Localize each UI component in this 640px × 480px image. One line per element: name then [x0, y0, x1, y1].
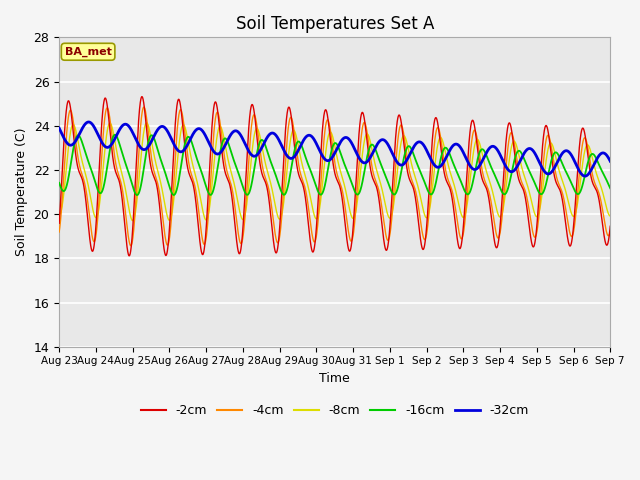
- -2cm: [173, 99, 181, 105]
- -2cm: [138, 94, 146, 99]
- -16cm: [111, 132, 119, 138]
- Y-axis label: Soil Temperature (C): Soil Temperature (C): [15, 128, 28, 256]
- Line: -4cm: -4cm: [59, 107, 611, 246]
- -32cm: [209, 148, 217, 154]
- Line: -2cm: -2cm: [59, 96, 611, 256]
- -2cm: [125, 253, 133, 259]
- -4cm: [554, 180, 562, 185]
- -32cm: [581, 173, 589, 179]
- -16cm: [606, 185, 614, 191]
- -8cm: [399, 135, 406, 141]
- -4cm: [55, 229, 63, 235]
- -4cm: [140, 104, 148, 110]
- -32cm: [85, 119, 93, 125]
- -32cm: [398, 162, 406, 168]
- -4cm: [606, 229, 614, 235]
- -32cm: [388, 151, 396, 156]
- -4cm: [399, 124, 406, 130]
- -2cm: [606, 225, 614, 231]
- -4cm: [173, 123, 181, 129]
- -32cm: [607, 158, 614, 164]
- -2cm: [55, 220, 63, 226]
- -8cm: [173, 157, 181, 163]
- -8cm: [389, 208, 397, 214]
- -8cm: [209, 168, 217, 173]
- -8cm: [554, 164, 562, 170]
- -32cm: [173, 147, 181, 153]
- -2cm: [399, 127, 406, 133]
- -2cm: [389, 181, 397, 187]
- X-axis label: Time: Time: [319, 372, 350, 385]
- -32cm: [606, 158, 614, 164]
- -8cm: [607, 213, 614, 219]
- -4cm: [209, 136, 217, 142]
- Line: -32cm: -32cm: [59, 122, 611, 176]
- Line: -16cm: -16cm: [59, 135, 611, 195]
- -4cm: [127, 243, 134, 249]
- -4cm: [607, 228, 614, 234]
- -8cm: [143, 120, 150, 126]
- -16cm: [389, 191, 397, 196]
- -16cm: [554, 152, 562, 157]
- Legend: -2cm, -4cm, -8cm, -16cm, -32cm: -2cm, -4cm, -8cm, -16cm, -32cm: [136, 399, 534, 422]
- Line: -8cm: -8cm: [59, 123, 611, 221]
- -16cm: [209, 187, 217, 193]
- -16cm: [55, 180, 63, 186]
- -8cm: [606, 213, 614, 219]
- -32cm: [554, 158, 562, 164]
- -2cm: [607, 223, 614, 229]
- -16cm: [607, 185, 614, 191]
- -8cm: [129, 218, 136, 224]
- -16cm: [133, 192, 141, 198]
- -4cm: [389, 205, 397, 211]
- -16cm: [173, 183, 181, 189]
- -8cm: [55, 212, 63, 217]
- -2cm: [209, 108, 217, 114]
- -32cm: [55, 125, 63, 131]
- -16cm: [399, 163, 406, 169]
- Title: Soil Temperatures Set A: Soil Temperatures Set A: [236, 15, 434, 33]
- -2cm: [554, 184, 562, 190]
- Text: BA_met: BA_met: [65, 47, 111, 57]
